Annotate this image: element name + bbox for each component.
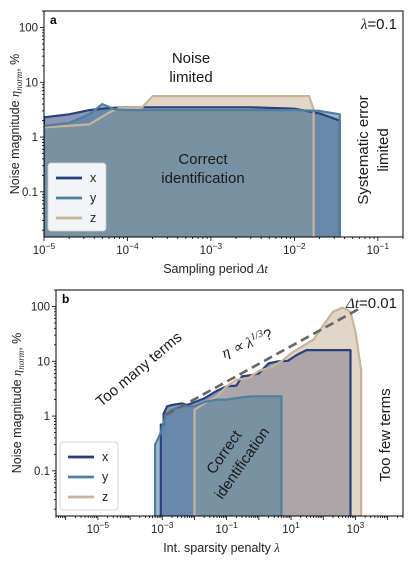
axes-frame xyxy=(43,10,404,238)
corner-label: Δt=0.01 xyxy=(345,295,397,312)
y-tick-label: 100 xyxy=(31,301,50,313)
x-tick-label: 101 xyxy=(282,520,300,536)
y-tick-label: 10 xyxy=(37,356,50,368)
x-tick-label: 10−1 xyxy=(215,520,238,536)
legend-label-y: y xyxy=(102,470,109,484)
x-tick-label: 10−5 xyxy=(33,241,56,257)
panel-label: a xyxy=(50,13,57,27)
y-tick-label: 100 xyxy=(19,22,38,34)
legend-label-z: z xyxy=(90,211,96,225)
legend-label-z: z xyxy=(102,490,108,504)
annotation: limited xyxy=(375,128,392,171)
annotation: identification xyxy=(161,170,244,187)
x-tick-label: 10−2 xyxy=(283,241,306,257)
area-y xyxy=(155,396,282,516)
annotations: Noise limited Correct identification Systema… xyxy=(161,50,392,205)
series-line-z xyxy=(193,306,363,516)
x-tick-label: 10−3 xyxy=(151,520,174,536)
annotation: Noise xyxy=(172,50,210,67)
x-axis-label: Sampling period Δt xyxy=(163,262,268,276)
series-line-x xyxy=(44,106,341,237)
panel-label: b xyxy=(62,292,69,306)
trend-line xyxy=(165,306,362,417)
y-tick-label: 1 xyxy=(44,411,50,423)
panel-a: 0.1 1 10 100 10−5 10−4 10−3 10−2 10−1 a λ=0.1 Noise… xyxy=(8,10,404,276)
y-axis-label: Noise magnitude ηnorm, % xyxy=(10,333,26,474)
area-y xyxy=(44,104,340,237)
y-tick-label: 1 xyxy=(32,132,38,144)
axes-frame xyxy=(55,289,404,517)
legend-label-x: x xyxy=(102,450,109,464)
legend-label-x: x xyxy=(90,171,97,185)
x-tick-label: 10−4 xyxy=(116,241,139,257)
series-line-y xyxy=(154,395,283,516)
annotation: Too few terms xyxy=(377,388,394,481)
series-line-y xyxy=(44,102,341,237)
x-tick-label: 10−1 xyxy=(367,241,390,257)
corner-label: λ=0.1 xyxy=(360,16,397,33)
annotation: limited xyxy=(169,69,212,86)
annotation: Correct xyxy=(178,151,228,168)
x-tick-label: 10−3 xyxy=(200,241,223,257)
panel-b: 0.1 1 10 100 10−5 10−3 10−1 101 103 b Δt=0.01 Noise… xyxy=(10,289,404,555)
annotation: Systematic error xyxy=(355,95,372,204)
area-group xyxy=(154,306,363,516)
legend: xyz xyxy=(47,162,107,232)
y-tick-label: 0.1 xyxy=(22,187,38,199)
series-line-z xyxy=(44,94,315,237)
legend-label-y: y xyxy=(90,191,97,205)
y-tick-label: 10 xyxy=(25,77,38,89)
x-tick-label: 103 xyxy=(347,520,365,536)
x-tick-label: 10−5 xyxy=(87,520,110,536)
area-group xyxy=(44,94,341,237)
y-tick-label: 0.1 xyxy=(34,466,50,478)
x-axis-label: Int. sparsity penalty λ xyxy=(163,541,280,555)
annotation: η ∝ λ1/3? xyxy=(219,325,275,362)
annotation: Too many terms xyxy=(93,329,186,411)
y-axis-label: Noise magnitude ηnorm, % xyxy=(8,54,24,195)
series-line-x xyxy=(159,349,352,516)
legend: xyz xyxy=(59,441,119,511)
